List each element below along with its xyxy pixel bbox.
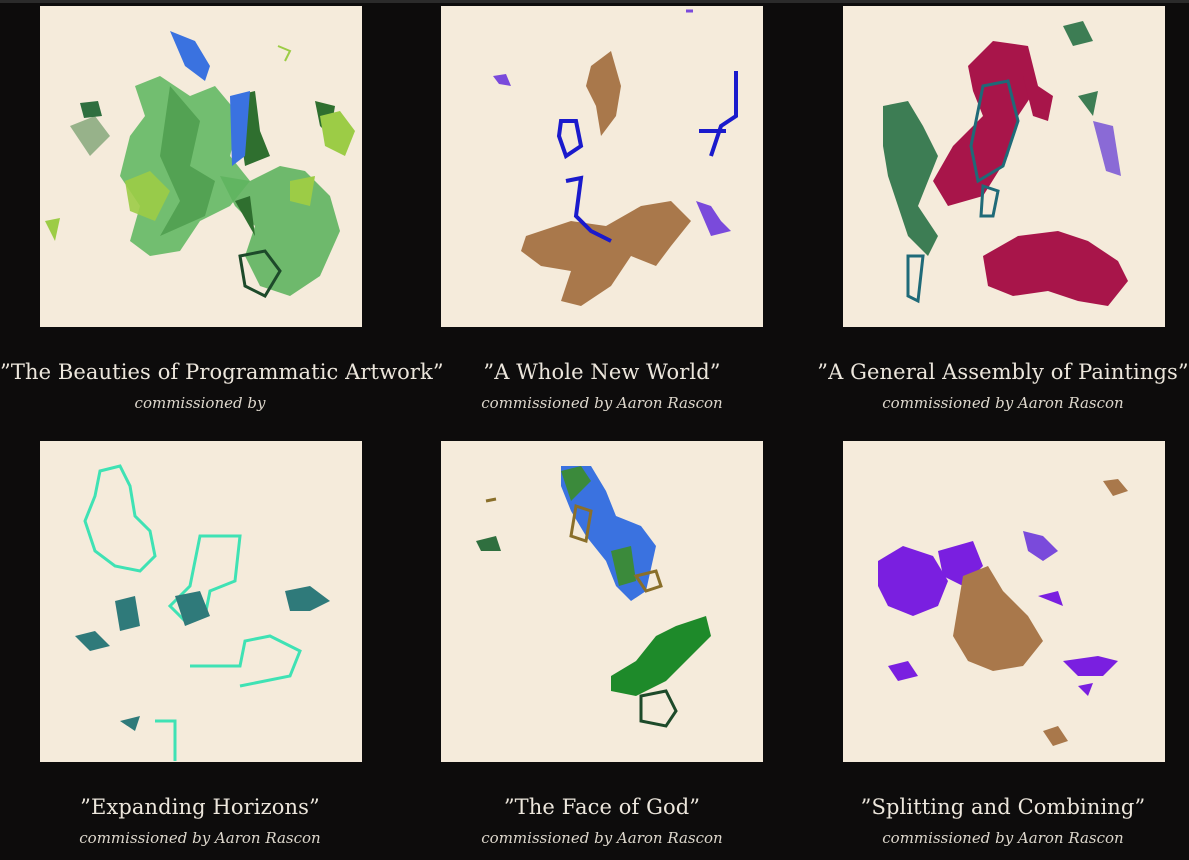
artwork-4-drawing [75,464,330,761]
artwork-1-title[interactable]: ”The Beauties of Programmatic Artwork” [0,360,444,384]
artwork-3-drawing [883,21,1128,306]
artwork-1-commission: commissioned by [134,394,266,412]
artwork-2-title[interactable]: ”A Whole New World” [483,360,721,384]
artwork-2-canvas[interactable] [441,6,763,327]
artwork-1-drawing [45,31,355,298]
artwork-6-commission: commissioned by Aaron Rascon [882,829,1124,847]
artwork-6-canvas[interactable] [843,441,1165,762]
artwork-6-drawing [878,479,1128,746]
artwork-1-canvas[interactable] [40,6,362,327]
artwork-5-commission: commissioned by Aaron Rascon [481,829,723,847]
artwork-5-drawing [476,466,711,728]
artwork-6-title[interactable]: ”Splitting and Combining” [860,795,1146,819]
artwork-5-title[interactable]: ”The Face of God” [503,795,701,819]
artwork-4-canvas[interactable] [40,441,362,762]
top-border [0,0,1189,3]
artwork-4-commission: commissioned by Aaron Rascon [79,829,321,847]
artwork-5-canvas[interactable] [441,441,763,762]
artwork-4-title[interactable]: ”Expanding Horizons” [80,795,320,819]
artwork-2-drawing [493,9,738,306]
artwork-3-canvas[interactable] [843,6,1165,327]
artwork-2-commission: commissioned by Aaron Rascon [481,394,723,412]
artwork-3-commission: commissioned by Aaron Rascon [882,394,1124,412]
artwork-3-title[interactable]: ”A General Assembly of Paintings” [817,360,1189,384]
